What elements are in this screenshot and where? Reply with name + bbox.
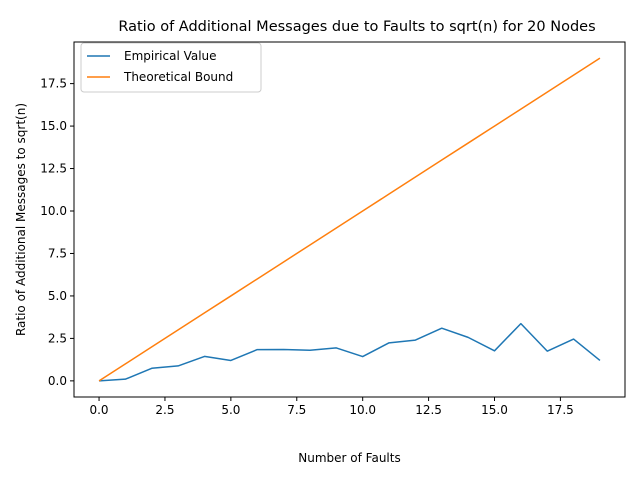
chart-title: Ratio of Additional Messages due to Faul… xyxy=(118,19,595,35)
x-tick-label: 7.5 xyxy=(287,403,306,417)
legend-box xyxy=(80,42,262,93)
legend-label-empirical: Empirical Value xyxy=(124,49,217,63)
legend-label-theoretical: Theoretical Bound xyxy=(123,70,233,84)
series-line-empirical xyxy=(99,322,601,382)
x-tick-label: 17.5 xyxy=(547,403,574,417)
x-tick-label: 10.0 xyxy=(349,403,376,417)
y-tick-label: 7.5 xyxy=(48,246,67,260)
y-tick-label: 5.0 xyxy=(48,289,67,303)
y-axis-label: Ratio of Additional Messages to sqrt(n) xyxy=(14,103,28,336)
x-axis-ticks: 0.0 2.5 5.0 7.5 10.0 12.5 15.0 17.5 xyxy=(89,397,574,417)
x-tick-label: 0.0 xyxy=(89,403,108,417)
series-layer xyxy=(98,57,601,382)
plot-area-frame xyxy=(73,41,626,398)
x-tick-label: 15.0 xyxy=(481,403,508,417)
y-tick-label: 2.5 xyxy=(48,331,67,345)
y-tick-label: 10.0 xyxy=(40,204,67,218)
series-line-theoretical xyxy=(98,57,601,382)
x-tick-label: 2.5 xyxy=(155,403,174,417)
y-axis-ticks: 0.0 2.5 5.0 7.5 10.0 12.5 15.0 17.5 xyxy=(40,77,74,388)
legend: Empirical Value Theoretical Bound xyxy=(80,42,262,93)
y-tick-label: 12.5 xyxy=(40,162,67,176)
y-tick-label: 17.5 xyxy=(40,77,67,91)
x-tick-label: 5.0 xyxy=(221,403,240,417)
y-tick-label: 0.0 xyxy=(48,374,67,388)
x-axis-label: Number of Faults xyxy=(298,451,400,465)
y-tick-label: 15.0 xyxy=(40,119,67,133)
x-tick-label: 12.5 xyxy=(415,403,442,417)
